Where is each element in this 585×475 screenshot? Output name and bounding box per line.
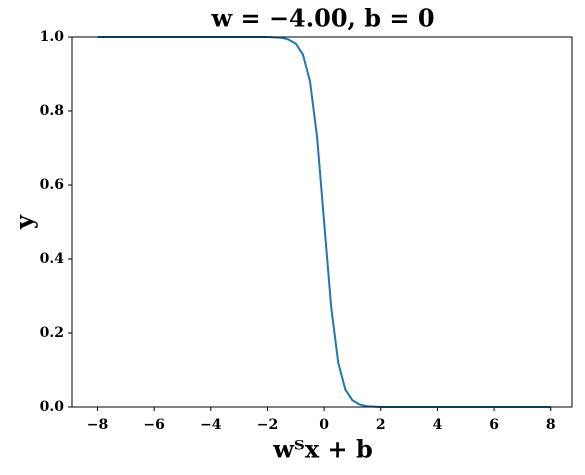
x-axis-label: wᵀx + b <box>272 435 372 464</box>
x-tick-label: −6 <box>143 417 164 433</box>
y-tick-label: 1.0 <box>40 29 65 45</box>
x-tick-label: 6 <box>489 417 499 433</box>
x-tick-label: −8 <box>87 417 108 433</box>
y-tick-label: 0.6 <box>40 177 64 193</box>
chart-title: w = −4.00, b = 0 <box>210 4 434 33</box>
y-tick-label: 0.8 <box>40 103 64 119</box>
data-line <box>97 36 551 408</box>
x-tick-label: 8 <box>546 417 556 433</box>
x-tick-label: −4 <box>200 417 222 433</box>
x-tick-label: 2 <box>376 417 386 433</box>
axes-frame <box>71 36 573 408</box>
y-tick-label: 0.0 <box>40 399 65 415</box>
y-axis-label: y <box>10 214 39 230</box>
y-tick-label: 0.4 <box>40 251 65 267</box>
x-tick-label: 0 <box>319 417 329 433</box>
x-tick-label: −2 <box>257 417 278 433</box>
x-tick-label: 4 <box>433 417 443 433</box>
y-tick-label: 0.2 <box>40 325 64 341</box>
